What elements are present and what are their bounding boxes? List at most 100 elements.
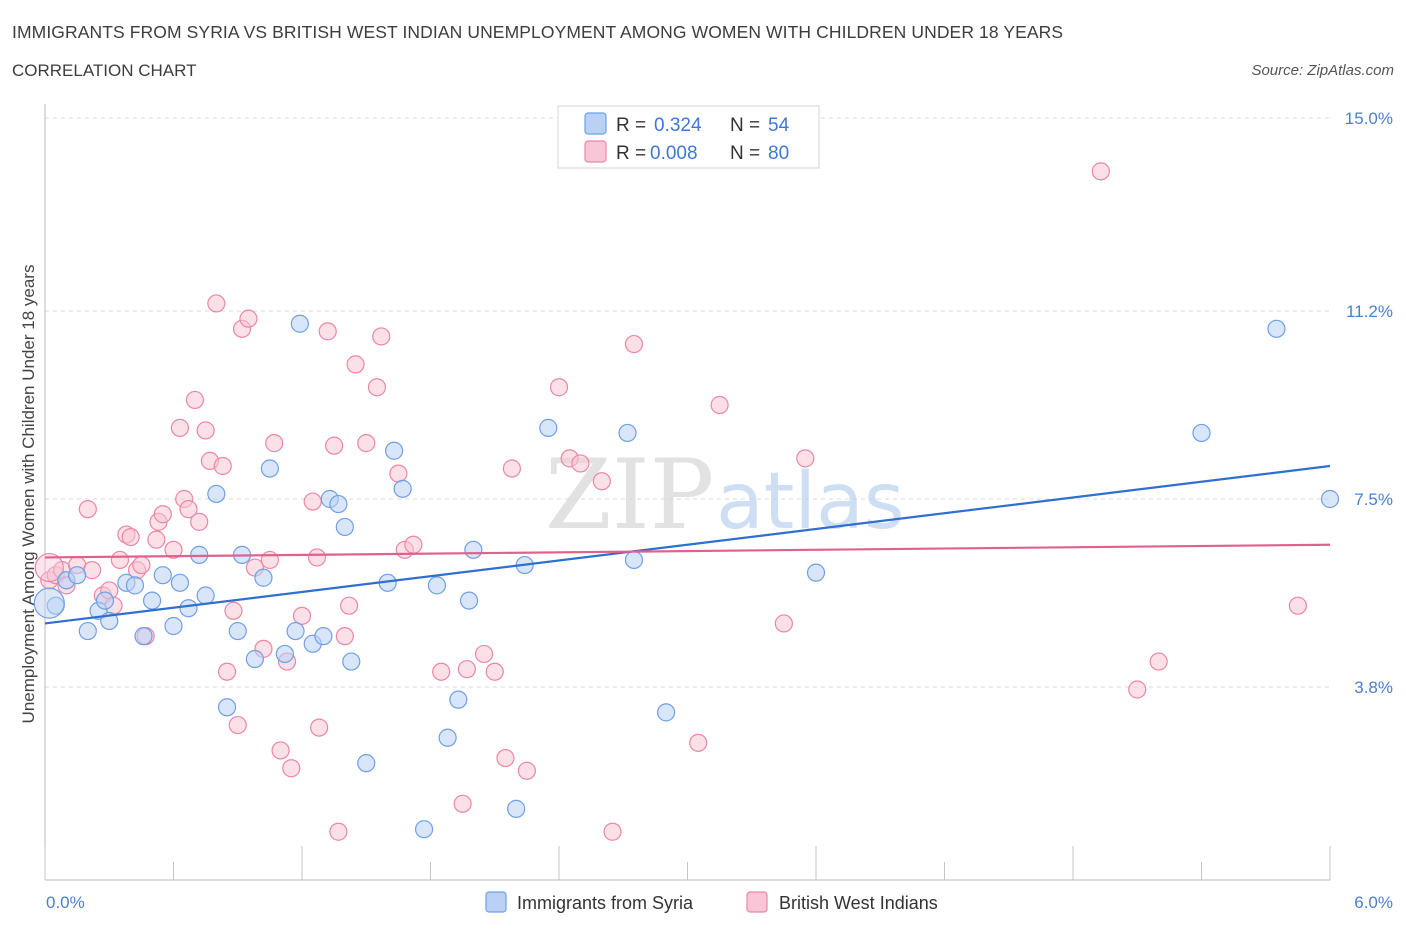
legend-bottom-label-syria: Immigrants from Syria xyxy=(517,893,694,913)
point-bwi-38 xyxy=(271,741,290,760)
y-tick-label-2: 11.2% xyxy=(1346,302,1393,321)
point-bwi-60 xyxy=(474,644,494,664)
legend-bottom-swatch-bwi xyxy=(746,891,768,913)
point-bwi-40 xyxy=(282,759,301,778)
point-bwi-76 xyxy=(1128,680,1147,699)
point-bwi-10 xyxy=(110,550,130,570)
point-bwi-23 xyxy=(185,390,205,410)
point-bwi-53 xyxy=(372,327,391,346)
x-tick-label-max: 6.0% xyxy=(1354,893,1393,912)
source-credit: Source: ZipAtlas.com xyxy=(1251,62,1394,79)
y-tick-labels: 3.8% 7.5% 11.2% 15.0% xyxy=(1345,109,1393,697)
point-syria-41 xyxy=(459,591,479,610)
point-bwi-56 xyxy=(404,535,423,554)
trend-line-bwi xyxy=(44,543,1331,559)
point-syria-48 xyxy=(656,703,676,722)
point-bwi-50 xyxy=(346,355,365,374)
point-syria-33 xyxy=(357,754,376,773)
point-syria-46 xyxy=(618,423,637,443)
point-bwi-61 xyxy=(485,662,504,681)
point-bwi-67 xyxy=(571,454,590,473)
point-syria-22 xyxy=(254,568,273,587)
point-syria-11 xyxy=(153,566,172,585)
point-bwi-46 xyxy=(325,436,344,455)
point-bwi-24 xyxy=(190,512,209,531)
point-bwi-42 xyxy=(303,492,322,511)
point-bwi-69 xyxy=(603,822,622,841)
y-tick-label-1: 7.5% xyxy=(1354,490,1393,509)
point-bwi-51 xyxy=(357,434,376,453)
point-bwi-5 xyxy=(78,500,97,519)
point-syria-36 xyxy=(393,479,412,498)
point-bwi-43 xyxy=(307,548,327,567)
point-bwi-48 xyxy=(335,627,354,646)
point-syria-3 xyxy=(78,621,97,641)
point-bwi-25 xyxy=(196,421,215,440)
point-bwi-41 xyxy=(292,606,312,625)
point-bwi-77 xyxy=(1149,652,1168,671)
point-syria-5 xyxy=(95,591,115,610)
point-syria-21 xyxy=(245,649,264,669)
point-bwi-20 xyxy=(170,418,190,437)
chart-subtitle: CORRELATION CHART xyxy=(12,61,197,80)
point-syria-2 xyxy=(68,566,87,585)
point-bwi-65 xyxy=(549,378,569,397)
x-tick-labels: 0.0% 6.0% xyxy=(46,893,1393,912)
point-bwi-36 xyxy=(260,550,279,570)
legend-bottom-swatch-syria xyxy=(485,891,507,913)
point-syria-31 xyxy=(335,517,354,537)
point-syria-17 xyxy=(207,484,226,504)
chart-title: IMMIGRANTS FROM SYRIA VS BRITISH WEST IN… xyxy=(12,22,1064,42)
legend-swatch-bwi xyxy=(584,140,607,163)
point-bwi-22 xyxy=(179,500,198,519)
point-syria-19 xyxy=(228,621,247,641)
point-syria-23 xyxy=(260,459,279,478)
point-syria-38 xyxy=(427,576,447,595)
y-tick-label-0: 3.8% xyxy=(1354,678,1393,697)
legend-n-value-syria: 54 xyxy=(768,115,790,136)
point-syria-51 xyxy=(1267,319,1286,338)
point-bwi-75 xyxy=(1091,162,1110,181)
point-syria-30 xyxy=(329,494,348,514)
point-syria-24 xyxy=(275,644,294,664)
point-bwi-78 xyxy=(1288,596,1307,615)
y-tick-label-3: 15.0% xyxy=(1345,109,1393,128)
point-bwi-54 xyxy=(389,464,408,483)
legend-r-value-bwi: 0.008 xyxy=(650,143,698,164)
point-syria-25 xyxy=(286,621,305,641)
point-syria-large xyxy=(33,587,65,619)
watermark-atlas: atlas xyxy=(716,457,905,547)
point-bwi-16 xyxy=(147,530,166,549)
point-bwi-29 xyxy=(217,662,237,681)
point-bwi-63 xyxy=(502,459,521,478)
point-bwi-74 xyxy=(796,449,815,468)
point-bwi-31 xyxy=(228,715,247,735)
point-bwi-45 xyxy=(318,322,337,341)
legend-n-value-bwi: 80 xyxy=(768,143,789,164)
point-syria-42 xyxy=(464,540,483,559)
point-bwi-72 xyxy=(710,395,729,415)
point-syria-9 xyxy=(134,627,153,646)
point-bwi-70 xyxy=(624,334,644,354)
point-bwi-59 xyxy=(457,660,477,679)
point-syria-16 xyxy=(196,586,215,605)
point-bwi-68 xyxy=(592,472,611,491)
point-syria-32 xyxy=(342,652,361,671)
legend-r-label-bwi: R = xyxy=(616,143,646,164)
point-bwi-58 xyxy=(453,794,472,813)
point-bwi-49 xyxy=(340,596,359,615)
watermark: ZIP atlas xyxy=(545,439,905,551)
point-syria-13 xyxy=(170,573,190,592)
point-bwi-71 xyxy=(689,733,708,752)
point-bwi-18 xyxy=(153,505,172,524)
point-bwi-57 xyxy=(432,662,451,681)
point-syria-47 xyxy=(624,550,644,570)
point-syria-50 xyxy=(1192,423,1211,443)
point-bwi-52 xyxy=(367,378,387,397)
legend-r-label-syria: R = xyxy=(616,115,646,136)
legend-n-label-bwi: N = xyxy=(730,143,760,164)
point-bwi-30 xyxy=(224,601,243,620)
point-bwi-37 xyxy=(265,434,284,453)
point-syria-39 xyxy=(438,728,457,747)
